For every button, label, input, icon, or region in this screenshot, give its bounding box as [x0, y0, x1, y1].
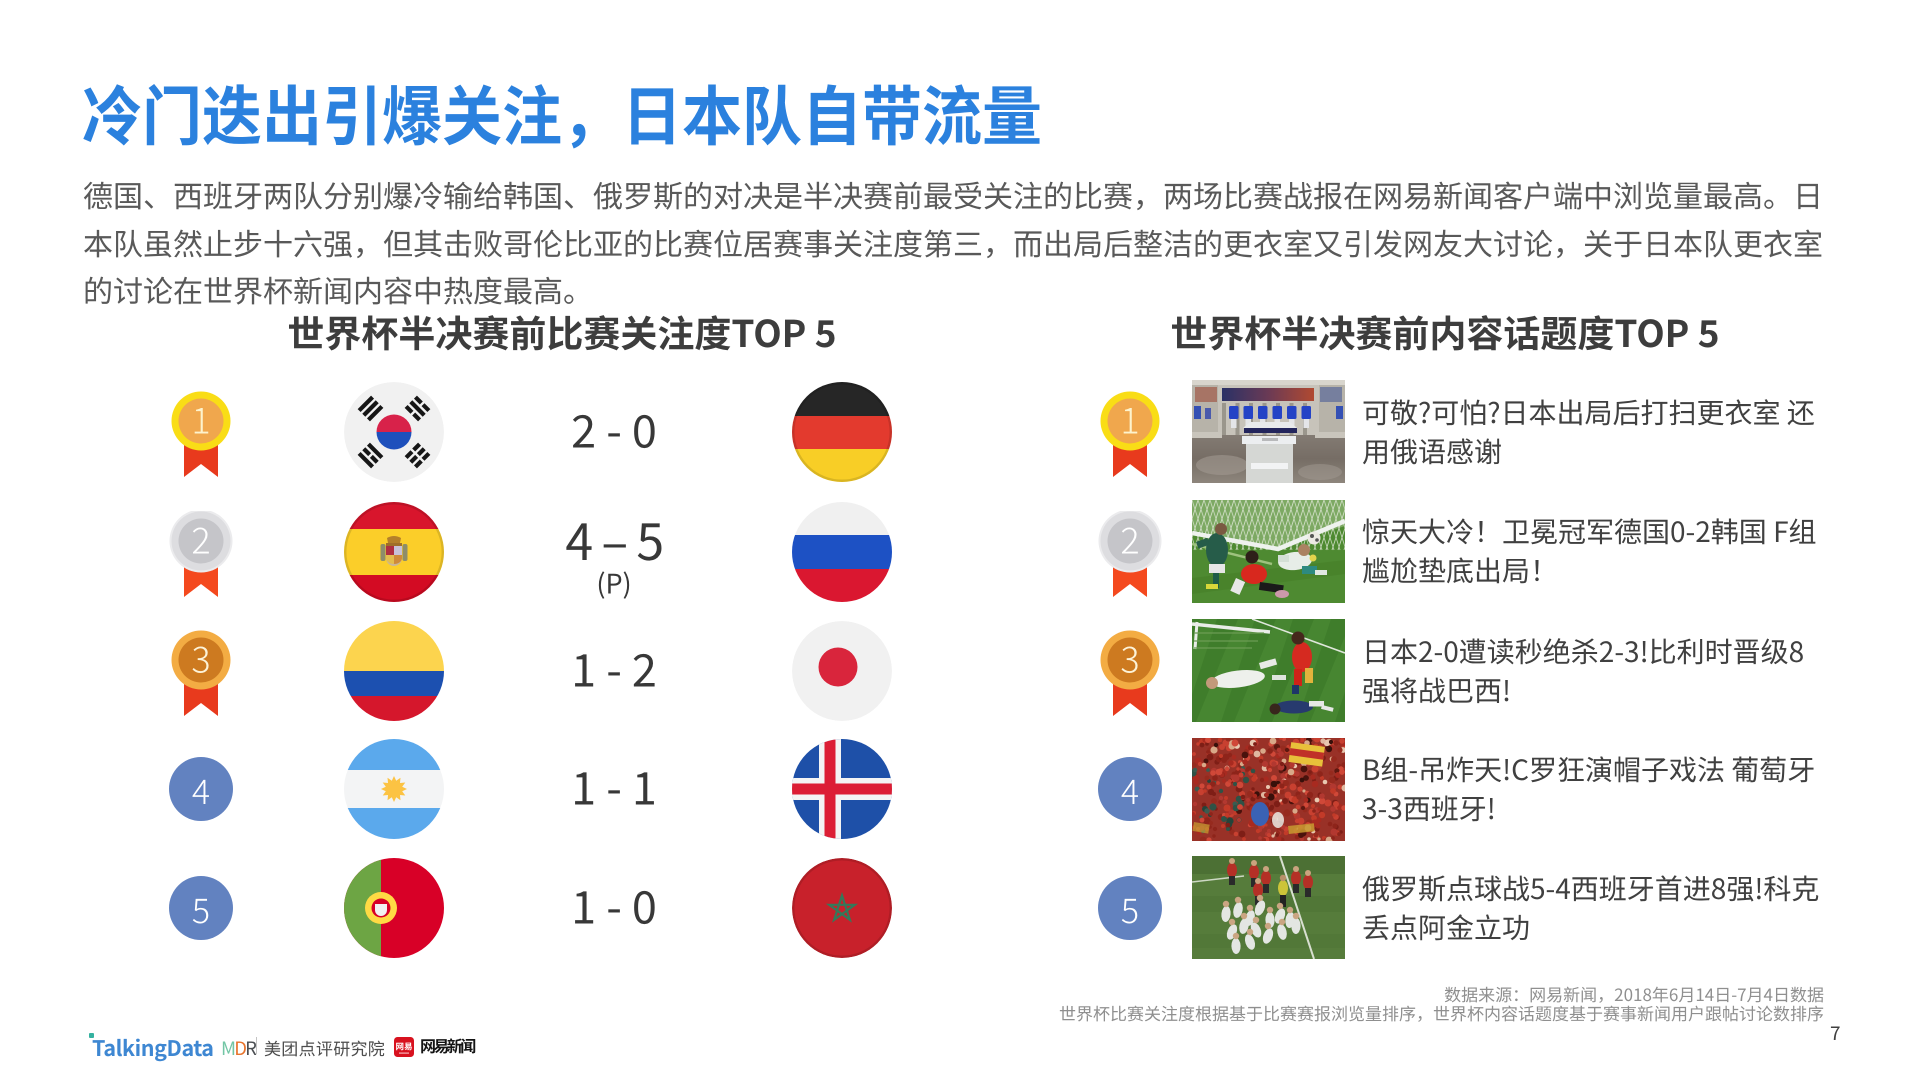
- svg-text:网易: 网易: [395, 1041, 412, 1053]
- svg-text:2: 2: [1120, 512, 1139, 564]
- svg-text:3: 3: [1120, 631, 1139, 683]
- svg-text:3: 3: [191, 631, 210, 683]
- svg-text:1: 1: [1120, 393, 1139, 445]
- svg-text:2: 2: [191, 512, 210, 564]
- svg-text:1: 1: [191, 393, 210, 445]
